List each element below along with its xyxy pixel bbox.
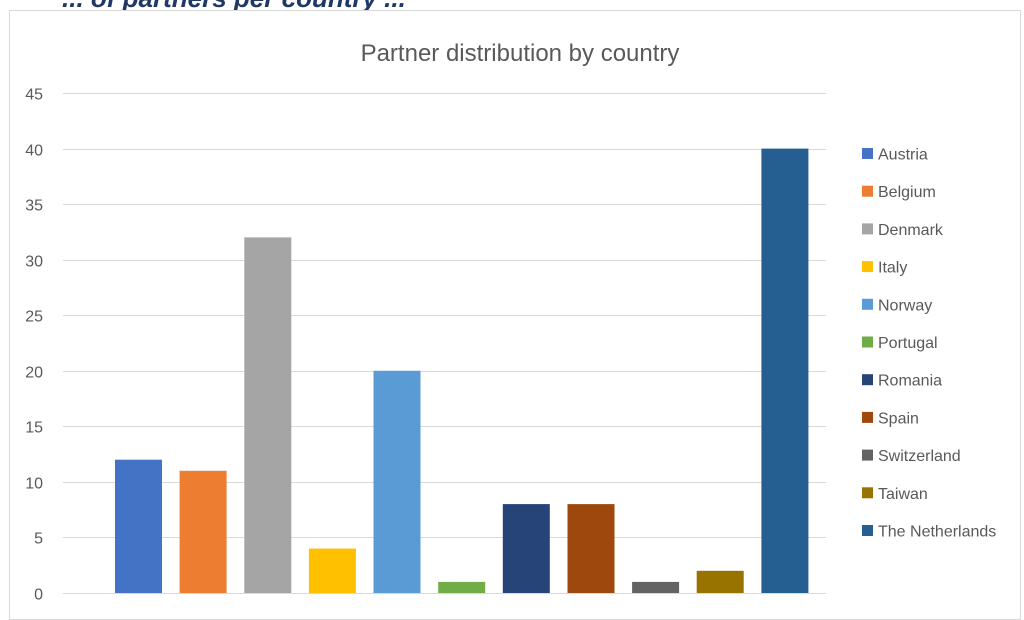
chart-title: Partner distribution by country <box>361 40 680 67</box>
bar-italy <box>308 548 356 593</box>
y-tick-label-5: 5 <box>34 531 43 548</box>
y-tick-label-35: 35 <box>25 198 43 215</box>
legend-label-belgium: Belgium <box>878 184 936 201</box>
legend-label-denmark: Denmark <box>878 222 944 239</box>
legend-label-the-netherlands: The Netherlands <box>878 524 996 541</box>
legend-swatch-denmark <box>862 223 873 235</box>
legend-label-norway: Norway <box>878 297 932 314</box>
legend-swatch-portugal <box>862 336 873 348</box>
legend-swatch-switzerland <box>862 449 873 461</box>
legend: Austria Belgium Denmark Italy Norway Portugal… <box>862 147 996 541</box>
y-tick-label-15: 15 <box>25 420 43 437</box>
legend-label-italy: Italy <box>878 260 907 277</box>
legend-label-switzerland: Switzerland <box>878 448 961 465</box>
legend-swatch-taiwan <box>862 487 873 499</box>
legend-swatch-italy <box>862 261 873 273</box>
legend-swatch-the-netherlands <box>862 525 873 536</box>
y-tick-label-30: 30 <box>25 254 43 271</box>
bar-austria <box>115 459 162 593</box>
y-tick-label-40: 40 <box>25 143 43 160</box>
gridlines <box>63 93 826 594</box>
bar-spain <box>567 504 615 593</box>
legend-swatch-romania <box>862 374 873 386</box>
bar-switzerland <box>632 581 680 593</box>
bar-portugal <box>438 581 486 593</box>
legend-swatch-norway <box>862 298 873 310</box>
legend-swatch-austria <box>862 148 873 159</box>
legend-label-spain: Spain <box>878 410 919 427</box>
bar-denmark <box>244 237 292 593</box>
legend-swatch-belgium <box>862 185 873 197</box>
bar-the-netherlands <box>761 148 809 593</box>
y-tick-label-25: 25 <box>25 309 43 326</box>
legend-label-portugal: Portugal <box>878 335 938 352</box>
y-tick-label-10: 10 <box>25 476 43 493</box>
legend-label-romania: Romania <box>878 373 942 390</box>
bar-romania <box>502 504 550 593</box>
y-tick-label-45: 45 <box>25 87 43 104</box>
legend-label-austria: Austria <box>878 147 928 164</box>
y-tick-label-0: 0 <box>34 587 43 604</box>
clipped-heading-svg: ... of partners per country ... <box>62 0 406 12</box>
legend-swatch-spain <box>862 411 873 423</box>
legend-label-taiwan: Taiwan <box>878 486 928 503</box>
bars <box>115 148 809 593</box>
bar-belgium <box>179 470 227 593</box>
clipped-heading-text: ... of partners per country ... <box>62 0 406 12</box>
bar-taiwan <box>696 570 744 593</box>
bar-norway <box>373 370 421 593</box>
y-tick-label-20: 20 <box>25 365 43 382</box>
clipped-heading: ... of partners per country ... <box>0 0 1024 12</box>
y-axis-tick-labels: 0 5 10 15 20 25 30 35 40 45 <box>25 87 43 604</box>
